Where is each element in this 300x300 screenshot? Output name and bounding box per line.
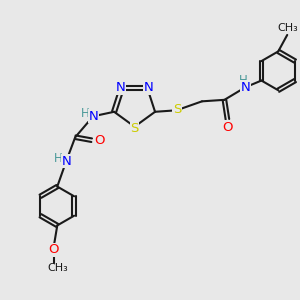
Text: CH₃: CH₃ (47, 263, 68, 273)
Text: H: H (53, 152, 62, 165)
Text: O: O (94, 134, 105, 147)
Text: N: N (144, 81, 154, 94)
Text: N: N (116, 81, 125, 94)
Text: S: S (130, 122, 139, 135)
Text: H: H (80, 107, 89, 120)
Text: N: N (88, 110, 98, 123)
Text: O: O (48, 244, 59, 256)
Text: O: O (222, 121, 233, 134)
Text: H: H (238, 74, 247, 87)
Text: N: N (61, 154, 71, 168)
Text: S: S (173, 103, 181, 116)
Text: N: N (241, 81, 250, 94)
Text: CH₃: CH₃ (278, 23, 298, 33)
